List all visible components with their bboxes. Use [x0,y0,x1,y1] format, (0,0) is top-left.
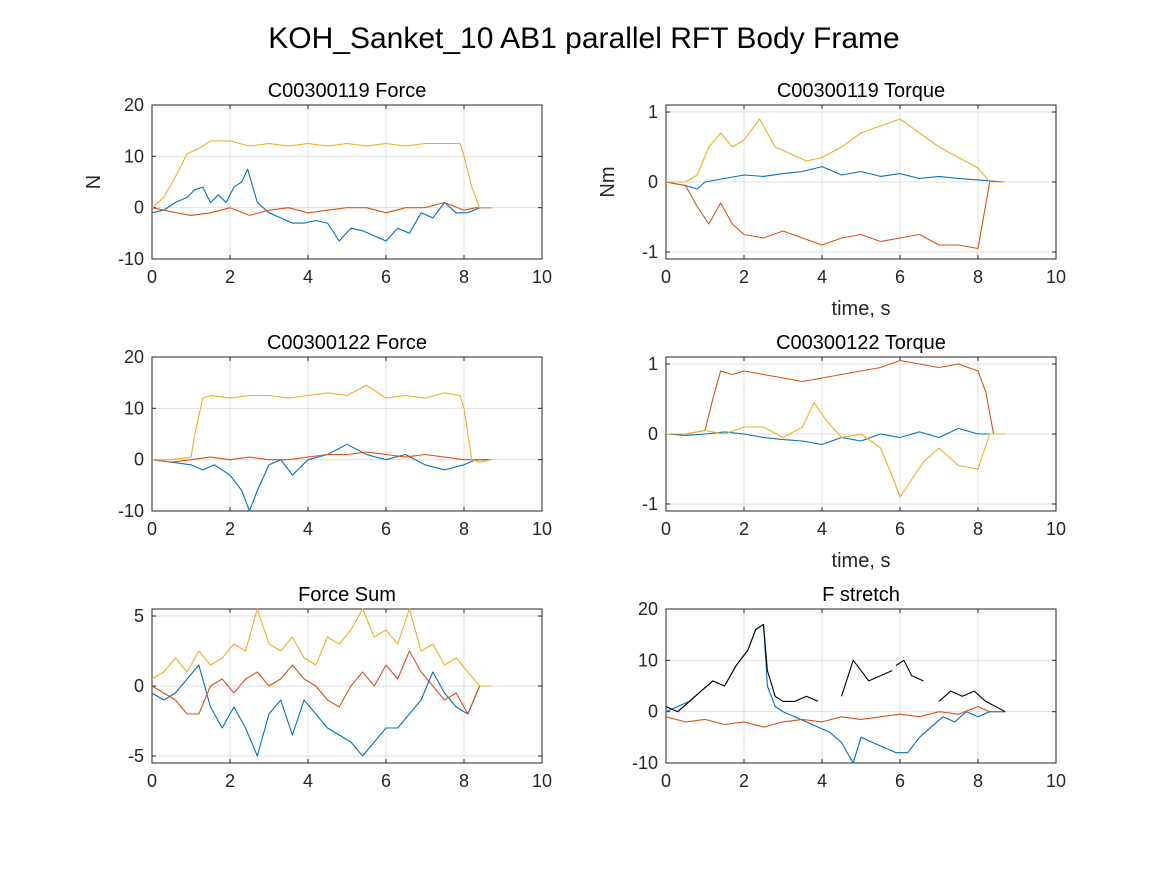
y-tick-label: -1 [642,242,658,262]
subplot-title: C00300122 Force [267,332,427,354]
subplot-title: C00300122 Torque [776,332,946,354]
x-tick-label: 8 [459,519,469,539]
y-tick-label: 10 [124,146,144,166]
x-tick-label: 8 [973,519,983,539]
y-tick-label: 0 [134,198,144,218]
x-tick-label: 10 [1046,771,1066,791]
y-tick-label: 0 [134,450,144,470]
x-tick-label: 0 [147,771,157,791]
x-axis-label: time, s [832,298,891,320]
x-tick-label: 2 [225,771,235,791]
x-tick-label: 6 [381,771,391,791]
x-tick-label: 6 [895,267,905,287]
x-tick-label: 6 [381,519,391,539]
y-tick-label: 1 [648,354,658,374]
y-tick-label: 0 [648,424,658,444]
series-line-orange [151,451,492,463]
x-tick-label: 10 [1046,267,1066,287]
plot-area [151,356,543,512]
x-tick-label: 4 [817,771,827,791]
plot-area [151,104,543,260]
x-tick-label: 6 [895,519,905,539]
series-line-black [840,659,893,697]
y-tick-label: 10 [124,398,144,418]
x-tick-label: 0 [147,519,157,539]
x-tick-label: 0 [147,267,157,287]
y-tick-label: 0 [648,702,658,722]
x-tick-label: 4 [303,519,313,539]
x-tick-label: 8 [459,267,469,287]
y-axis-label: N [83,175,105,189]
y-tick-label: 20 [124,95,144,115]
series-line-blue [151,443,492,512]
series-line-orange [665,705,1006,728]
y-tick-label: 20 [638,599,658,619]
x-tick-label: 0 [661,267,671,287]
plot-frame [151,104,543,260]
series-line-blue [151,664,492,757]
x-tick-label: 0 [661,519,671,539]
x-tick-label: 8 [973,771,983,791]
series-line-black [665,623,819,713]
y-tick-label: -10 [632,753,658,773]
y-tick-label: 10 [638,650,658,670]
x-tick-label: 2 [739,519,749,539]
y-tick-label: -1 [642,494,658,514]
x-tick-label: 10 [532,519,552,539]
x-tick-label: 2 [225,519,235,539]
series-line-black [938,690,1006,713]
x-tick-label: 10 [532,267,552,287]
x-tick-label: 10 [1046,519,1066,539]
series-line-yellow [666,118,1006,183]
series-line-orange [665,181,1006,250]
subplot-title: Force Sum [298,584,396,606]
x-tick-label: 0 [661,771,671,791]
y-tick-label: 5 [134,606,144,626]
series-line-blue [151,168,492,242]
y-tick-label: -10 [118,249,144,269]
x-tick-label: 8 [459,771,469,791]
subplot-title: C00300119 Force [268,80,427,102]
x-tick-label: 4 [303,267,313,287]
x-tick-label: 8 [973,267,983,287]
x-tick-label: 10 [532,771,552,791]
x-tick-label: 2 [739,771,749,791]
x-tick-label: 4 [817,267,827,287]
series-line-black [895,659,924,682]
y-tick-label: 1 [648,102,658,122]
x-tick-label: 2 [739,267,749,287]
y-tick-label: 0 [648,172,658,192]
y-tick-label: -10 [118,501,144,521]
series-line-orange [151,650,492,715]
x-tick-label: 2 [225,267,235,287]
series-line-yellow [666,401,1006,498]
y-tick-label: -5 [128,746,144,766]
y-tick-label: 20 [124,347,144,367]
x-tick-label: 6 [381,267,391,287]
series-line-orange [666,359,1006,435]
series-line-orange [151,201,492,216]
figure-title: KOH_Sanket_10 AB1 parallel RFT Body Fram… [268,22,899,55]
y-axis-label: Nm [597,166,619,197]
x-axis-label: time, s [832,550,891,572]
series-line-blue [665,166,1006,190]
x-tick-label: 4 [303,771,313,791]
subplot-title: C00300119 Torque [777,80,945,102]
x-tick-label: 4 [817,519,827,539]
plot-frame [665,608,1057,764]
y-tick-label: 0 [134,676,144,696]
series-line-yellow [152,384,492,463]
series-line-yellow [151,608,492,687]
plot-frame [151,356,543,512]
subplot-title: F stretch [822,584,900,606]
series-line-yellow [151,140,492,209]
x-tick-label: 6 [895,771,905,791]
